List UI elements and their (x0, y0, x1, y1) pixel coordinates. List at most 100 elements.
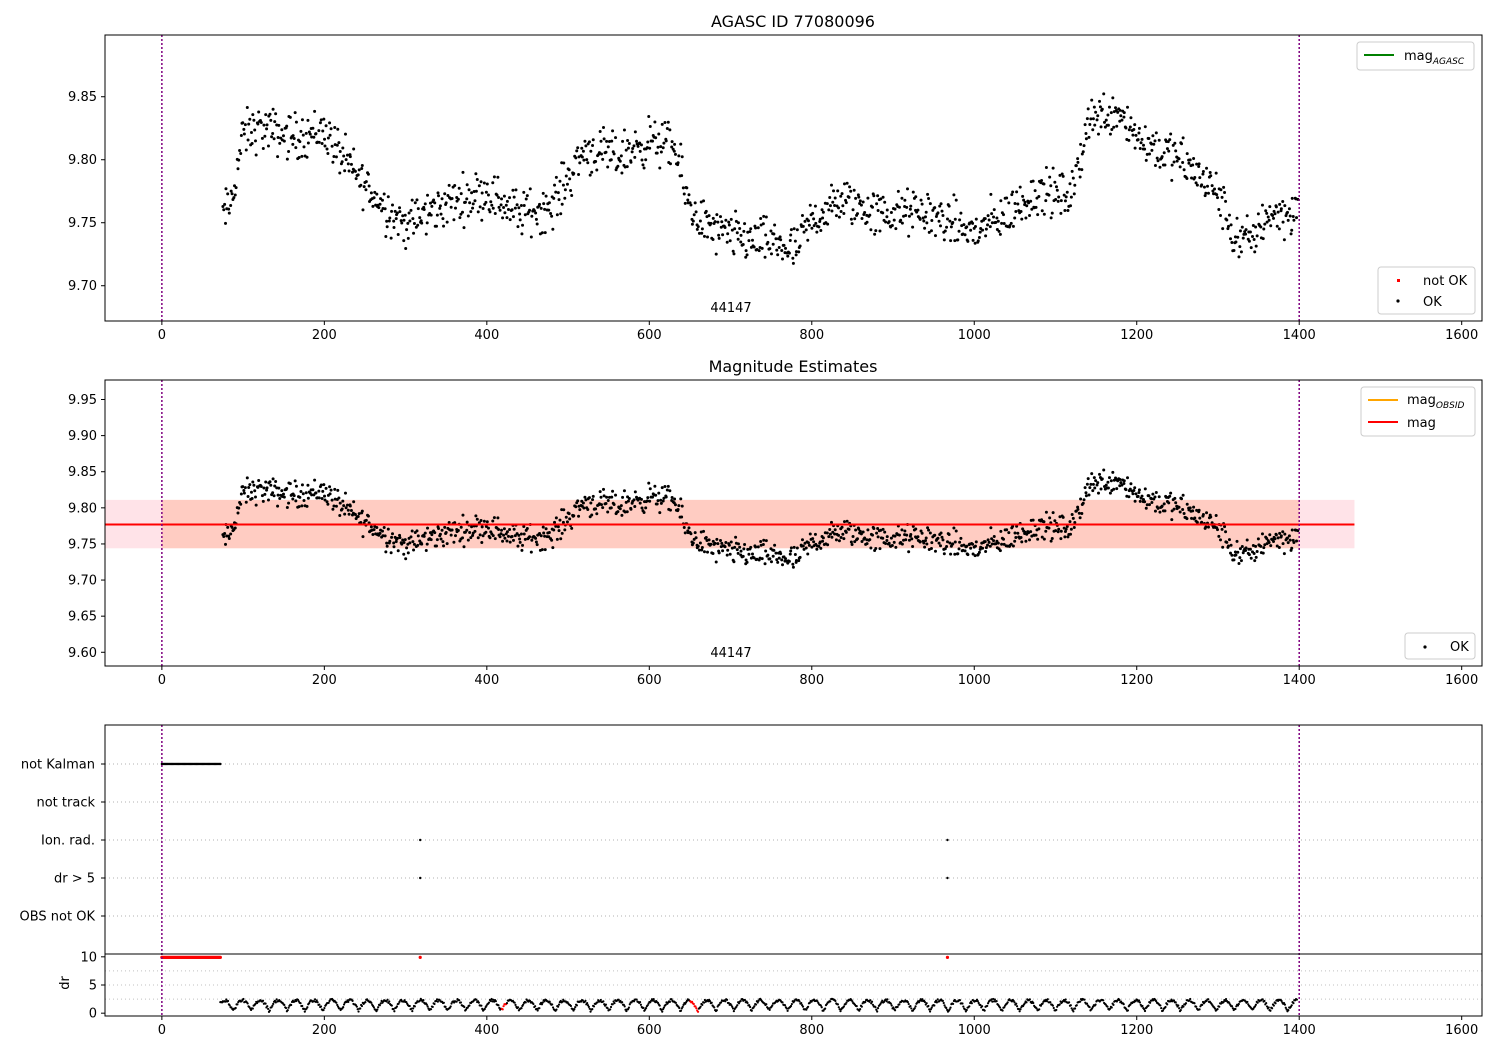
data-point (625, 165, 629, 169)
data-point (653, 484, 657, 488)
data-point (953, 239, 957, 243)
data-point (465, 197, 469, 201)
dr-point (463, 1005, 466, 1009)
category-label: OBS not OK (20, 910, 96, 925)
data-point (1195, 183, 1199, 187)
data-point (1188, 158, 1192, 162)
data-point (744, 249, 748, 253)
dr-point (1072, 1010, 1075, 1013)
data-point (808, 532, 812, 536)
data-point (248, 483, 252, 487)
data-point (462, 226, 466, 230)
data-point (372, 196, 376, 200)
data-point (393, 209, 397, 213)
panel-1-frame (104, 34, 1483, 322)
dr-point (411, 1010, 414, 1013)
data-point (1060, 172, 1064, 176)
dr-point (741, 998, 744, 1001)
data-point (945, 225, 949, 229)
data-point (1289, 232, 1293, 236)
data-point (711, 552, 715, 556)
data-point (839, 535, 843, 539)
data-point (253, 139, 257, 143)
dr-point (1038, 1008, 1041, 1011)
dr-point (965, 1008, 968, 1012)
data-point (1137, 126, 1141, 130)
data-point (605, 139, 609, 143)
data-point (543, 207, 547, 211)
data-point (518, 218, 522, 222)
data-point (711, 237, 715, 241)
data-point (590, 170, 594, 174)
data-point (259, 484, 263, 488)
dr-point (748, 1004, 751, 1007)
data-point (474, 514, 478, 518)
data-point (868, 538, 872, 542)
dr-point (1207, 998, 1210, 1001)
data-point (825, 531, 829, 535)
data-point (542, 531, 546, 535)
dr-point (725, 998, 729, 1001)
data-point (1136, 138, 1140, 142)
data-point (1261, 551, 1265, 555)
dr-point-flagged (501, 1008, 504, 1011)
dr-point (668, 1000, 671, 1003)
data-point (342, 154, 346, 158)
data-point (1083, 123, 1087, 127)
dr-point (1177, 1004, 1180, 1007)
data-point (1118, 119, 1122, 123)
data-point (461, 170, 465, 174)
dr-point (930, 1006, 933, 1009)
data-point (395, 536, 399, 540)
data-point (724, 218, 728, 222)
data-point (299, 490, 303, 494)
x-tick-label: 0 (158, 673, 166, 688)
data-point (420, 542, 424, 546)
data-point (330, 144, 334, 148)
data-point (481, 207, 485, 211)
data-point (314, 132, 318, 136)
dr-point (1160, 1006, 1163, 1010)
data-point (263, 134, 267, 138)
dr-point (743, 999, 747, 1002)
data-point (394, 540, 398, 544)
data-point (984, 234, 988, 238)
data-point (473, 199, 477, 203)
dr-point (635, 998, 638, 1001)
data-point (1181, 161, 1185, 165)
dr-point (682, 1003, 685, 1006)
data-point (849, 189, 853, 193)
data-point (539, 206, 543, 210)
data-point (574, 156, 578, 160)
data-point (379, 197, 383, 201)
data-point (1054, 198, 1058, 202)
data-point (406, 236, 410, 240)
data-point (1290, 528, 1294, 532)
data-point (942, 238, 946, 242)
dr-point (492, 998, 495, 1001)
data-point (1011, 190, 1015, 194)
dr-point (1015, 1005, 1019, 1008)
data-point (607, 495, 611, 499)
data-point (602, 494, 606, 498)
data-point (702, 550, 706, 554)
data-point (679, 497, 683, 501)
data-point (591, 143, 595, 147)
dr-point (1254, 1003, 1258, 1006)
data-point (378, 531, 382, 535)
data-point (558, 179, 562, 183)
y-tick-label: 9.85 (68, 90, 97, 105)
data-point (786, 254, 790, 258)
data-point (577, 514, 581, 518)
data-point (971, 552, 975, 556)
dr-point (921, 998, 924, 1001)
data-point (963, 549, 967, 553)
data-point (1072, 525, 1076, 529)
dr-point (347, 1000, 350, 1003)
data-point (452, 540, 456, 544)
dr-point (319, 1005, 323, 1008)
data-point (591, 138, 595, 142)
data-point (748, 230, 752, 234)
data-point (1019, 536, 1023, 540)
data-point (482, 181, 486, 185)
